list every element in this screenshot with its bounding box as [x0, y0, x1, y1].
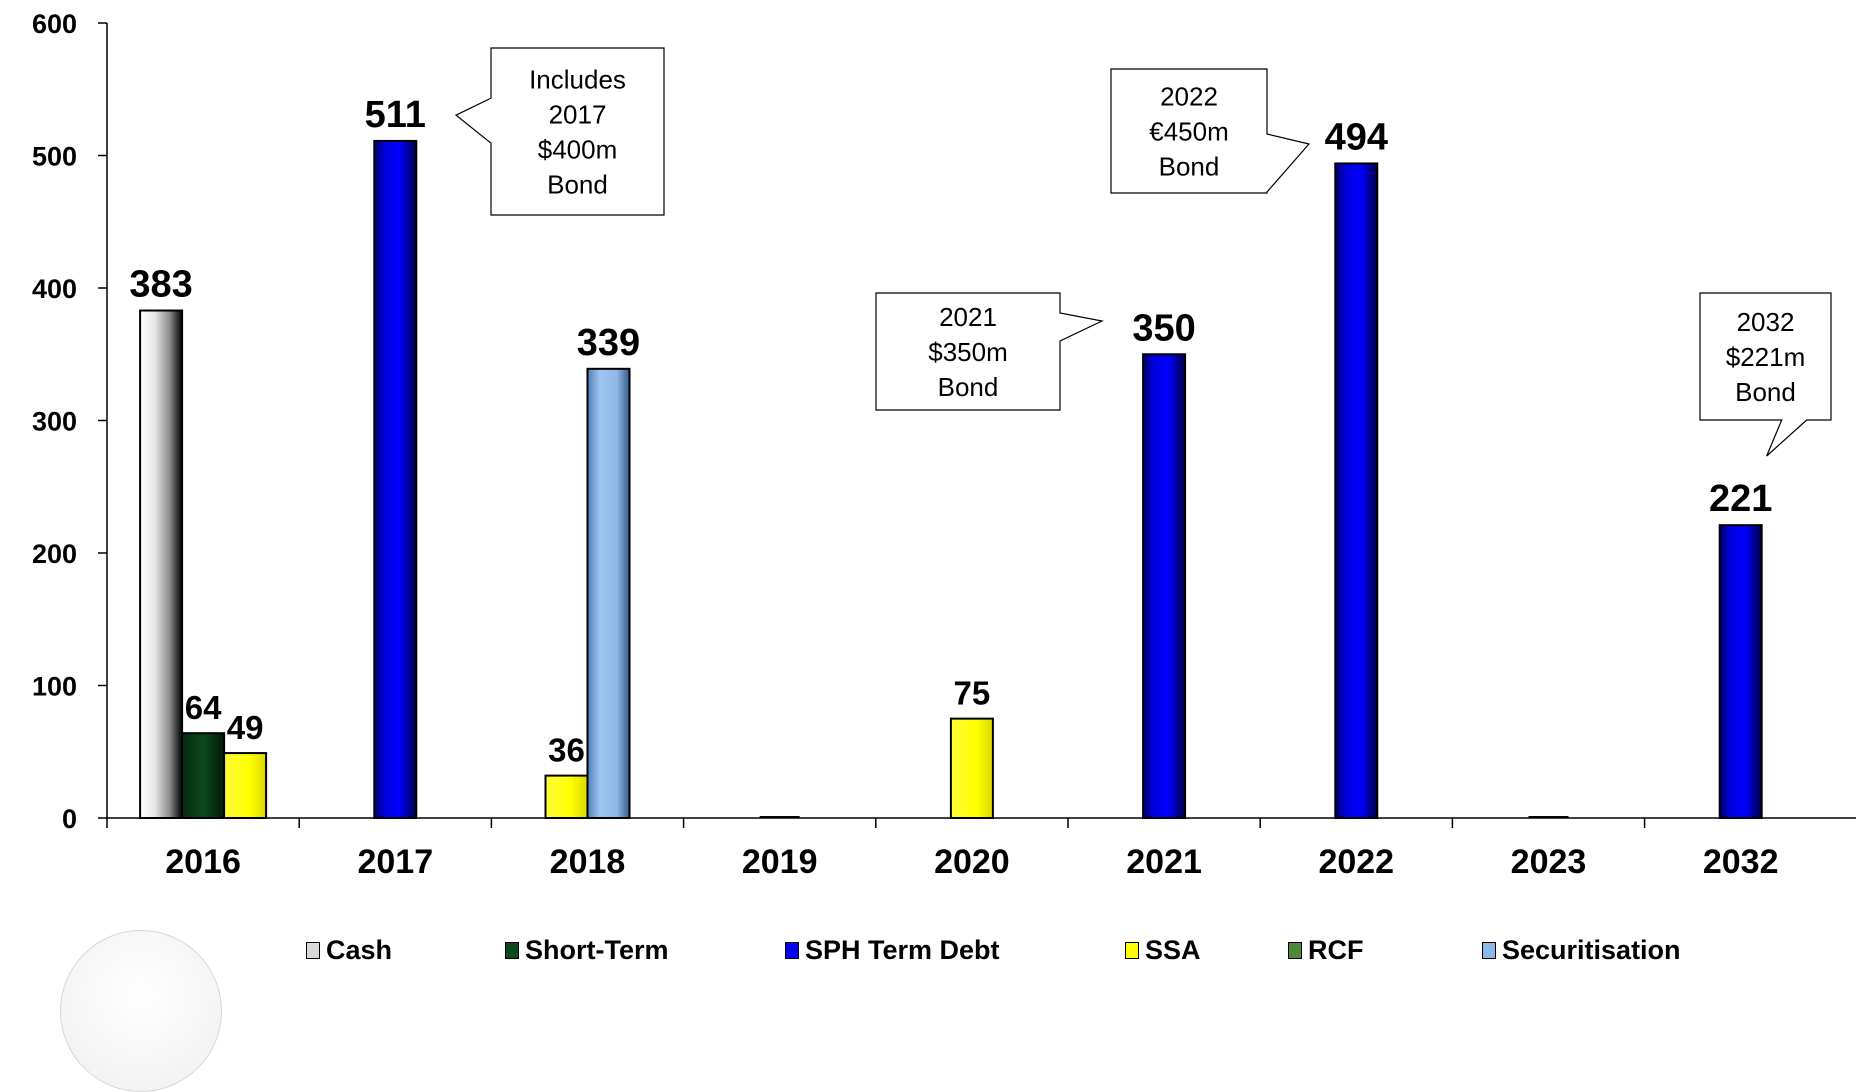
data-label: 64 [185, 689, 222, 726]
axes: 0 100 200 300 400 500 600 2016 2017 2018 2019 2020 2… [32, 9, 1856, 881]
callout-text-2022: 2022 [1160, 82, 1218, 112]
callout-text-2021: $350m [928, 337, 1008, 367]
callout-text-2017: $400m [538, 135, 618, 165]
legend: Cash Short-Term SPH Term Debt SSA RCF Securit… [0, 935, 1856, 965]
legend-item-securitisation: Securitisation [1482, 935, 1681, 966]
callout-text-2022: Bond [1159, 152, 1220, 182]
legend-swatch [785, 942, 799, 959]
x-tick-label: 2020 [934, 843, 1010, 881]
legend-swatch [306, 942, 320, 959]
chart: 0 100 200 300 400 500 600 2016 2017 2018 2019 2020 2… [32, 9, 1856, 881]
x-tick-label: 2022 [1318, 843, 1394, 881]
legend-label: SPH Term Debt [805, 935, 1000, 965]
legend-label: SSA [1145, 935, 1201, 965]
callout-box-2032 [1699, 292, 1832, 457]
bar-sph-term-debt-2021 [1142, 353, 1187, 819]
callout-text-2017: Bond [547, 170, 608, 200]
bars [139, 139, 1763, 820]
y-tick-label: 300 [32, 407, 77, 437]
callout-text-2021: Bond [938, 372, 999, 402]
callout-text-2032: $221m [1726, 342, 1806, 372]
callout-text-2022: €450m [1149, 117, 1229, 147]
bar-short-term-2016 [181, 732, 226, 820]
legend-swatch [505, 942, 519, 959]
data-label: 221 [1709, 478, 1772, 520]
y-tick-label: 200 [32, 539, 77, 569]
y-tick-label: 100 [32, 672, 77, 702]
callout-text-2032: 2032 [1737, 307, 1795, 337]
legend-item-short-term: Short-Term [505, 935, 669, 966]
callout-text-2017: Includes [529, 65, 626, 95]
x-tick-label: 2018 [550, 843, 626, 881]
callout-text-2017: 2017 [549, 100, 607, 130]
data-label: 494 [1325, 116, 1388, 158]
legend-label: RCF [1308, 935, 1364, 965]
data-label: 339 [577, 322, 640, 364]
bar-ssa-2016 [223, 752, 268, 820]
x-tick-label: 2023 [1511, 843, 1587, 881]
callout-box-2017 [454, 47, 665, 216]
legend-label: Short-Term [525, 935, 669, 965]
x-tick-label: 2016 [165, 843, 241, 881]
legend-label: Cash [326, 935, 393, 965]
bar-sph-term-debt-2022 [1334, 162, 1379, 819]
y-tick-label: 500 [32, 142, 77, 172]
bar-sph-term-debt-2032 [1718, 524, 1763, 819]
y-tick-label: 400 [32, 274, 77, 304]
legend-swatch [1288, 942, 1302, 959]
data-label: 36 [548, 732, 585, 769]
legend-item-rcf: RCF [1288, 935, 1364, 966]
data-label: 75 [954, 675, 991, 712]
callout-text-2032: Bond [1735, 377, 1796, 407]
legend-item-sph-term-debt: SPH Term Debt [785, 935, 1000, 966]
legend-label: Securitisation [1502, 935, 1681, 965]
bar-cash-2016 [139, 309, 184, 819]
bar-sph-term-debt-2017 [373, 139, 418, 820]
callout-box-2021 [875, 292, 1104, 411]
callout-box-2022 [1110, 68, 1311, 194]
x-tick-label: 2017 [357, 843, 433, 881]
data-label: 350 [1132, 307, 1195, 349]
x-tick-label: 2019 [742, 843, 818, 881]
y-tick-label: 600 [32, 9, 77, 39]
bar-ssa-2020 [949, 717, 994, 819]
bar-ssa-2018 [544, 774, 589, 819]
y-tick-label: 0 [62, 804, 77, 834]
bar-securitisation-2018 [586, 367, 631, 819]
callout-text-2021: 2021 [939, 302, 997, 332]
legend-swatch [1125, 942, 1139, 959]
data-label: 383 [129, 264, 192, 306]
legend-item-ssa: SSA [1125, 935, 1201, 966]
legend-swatch [1482, 942, 1496, 959]
x-tick-label: 2032 [1703, 843, 1779, 881]
callouts: Includes 2017 $400m Bond 2021 $350m Bond 2022 €4… [454, 47, 1832, 457]
data-label: 511 [365, 94, 426, 136]
x-tick-label: 2021 [1126, 843, 1202, 881]
legend-item-cash: Cash [306, 935, 392, 966]
data-label: 49 [227, 709, 264, 746]
